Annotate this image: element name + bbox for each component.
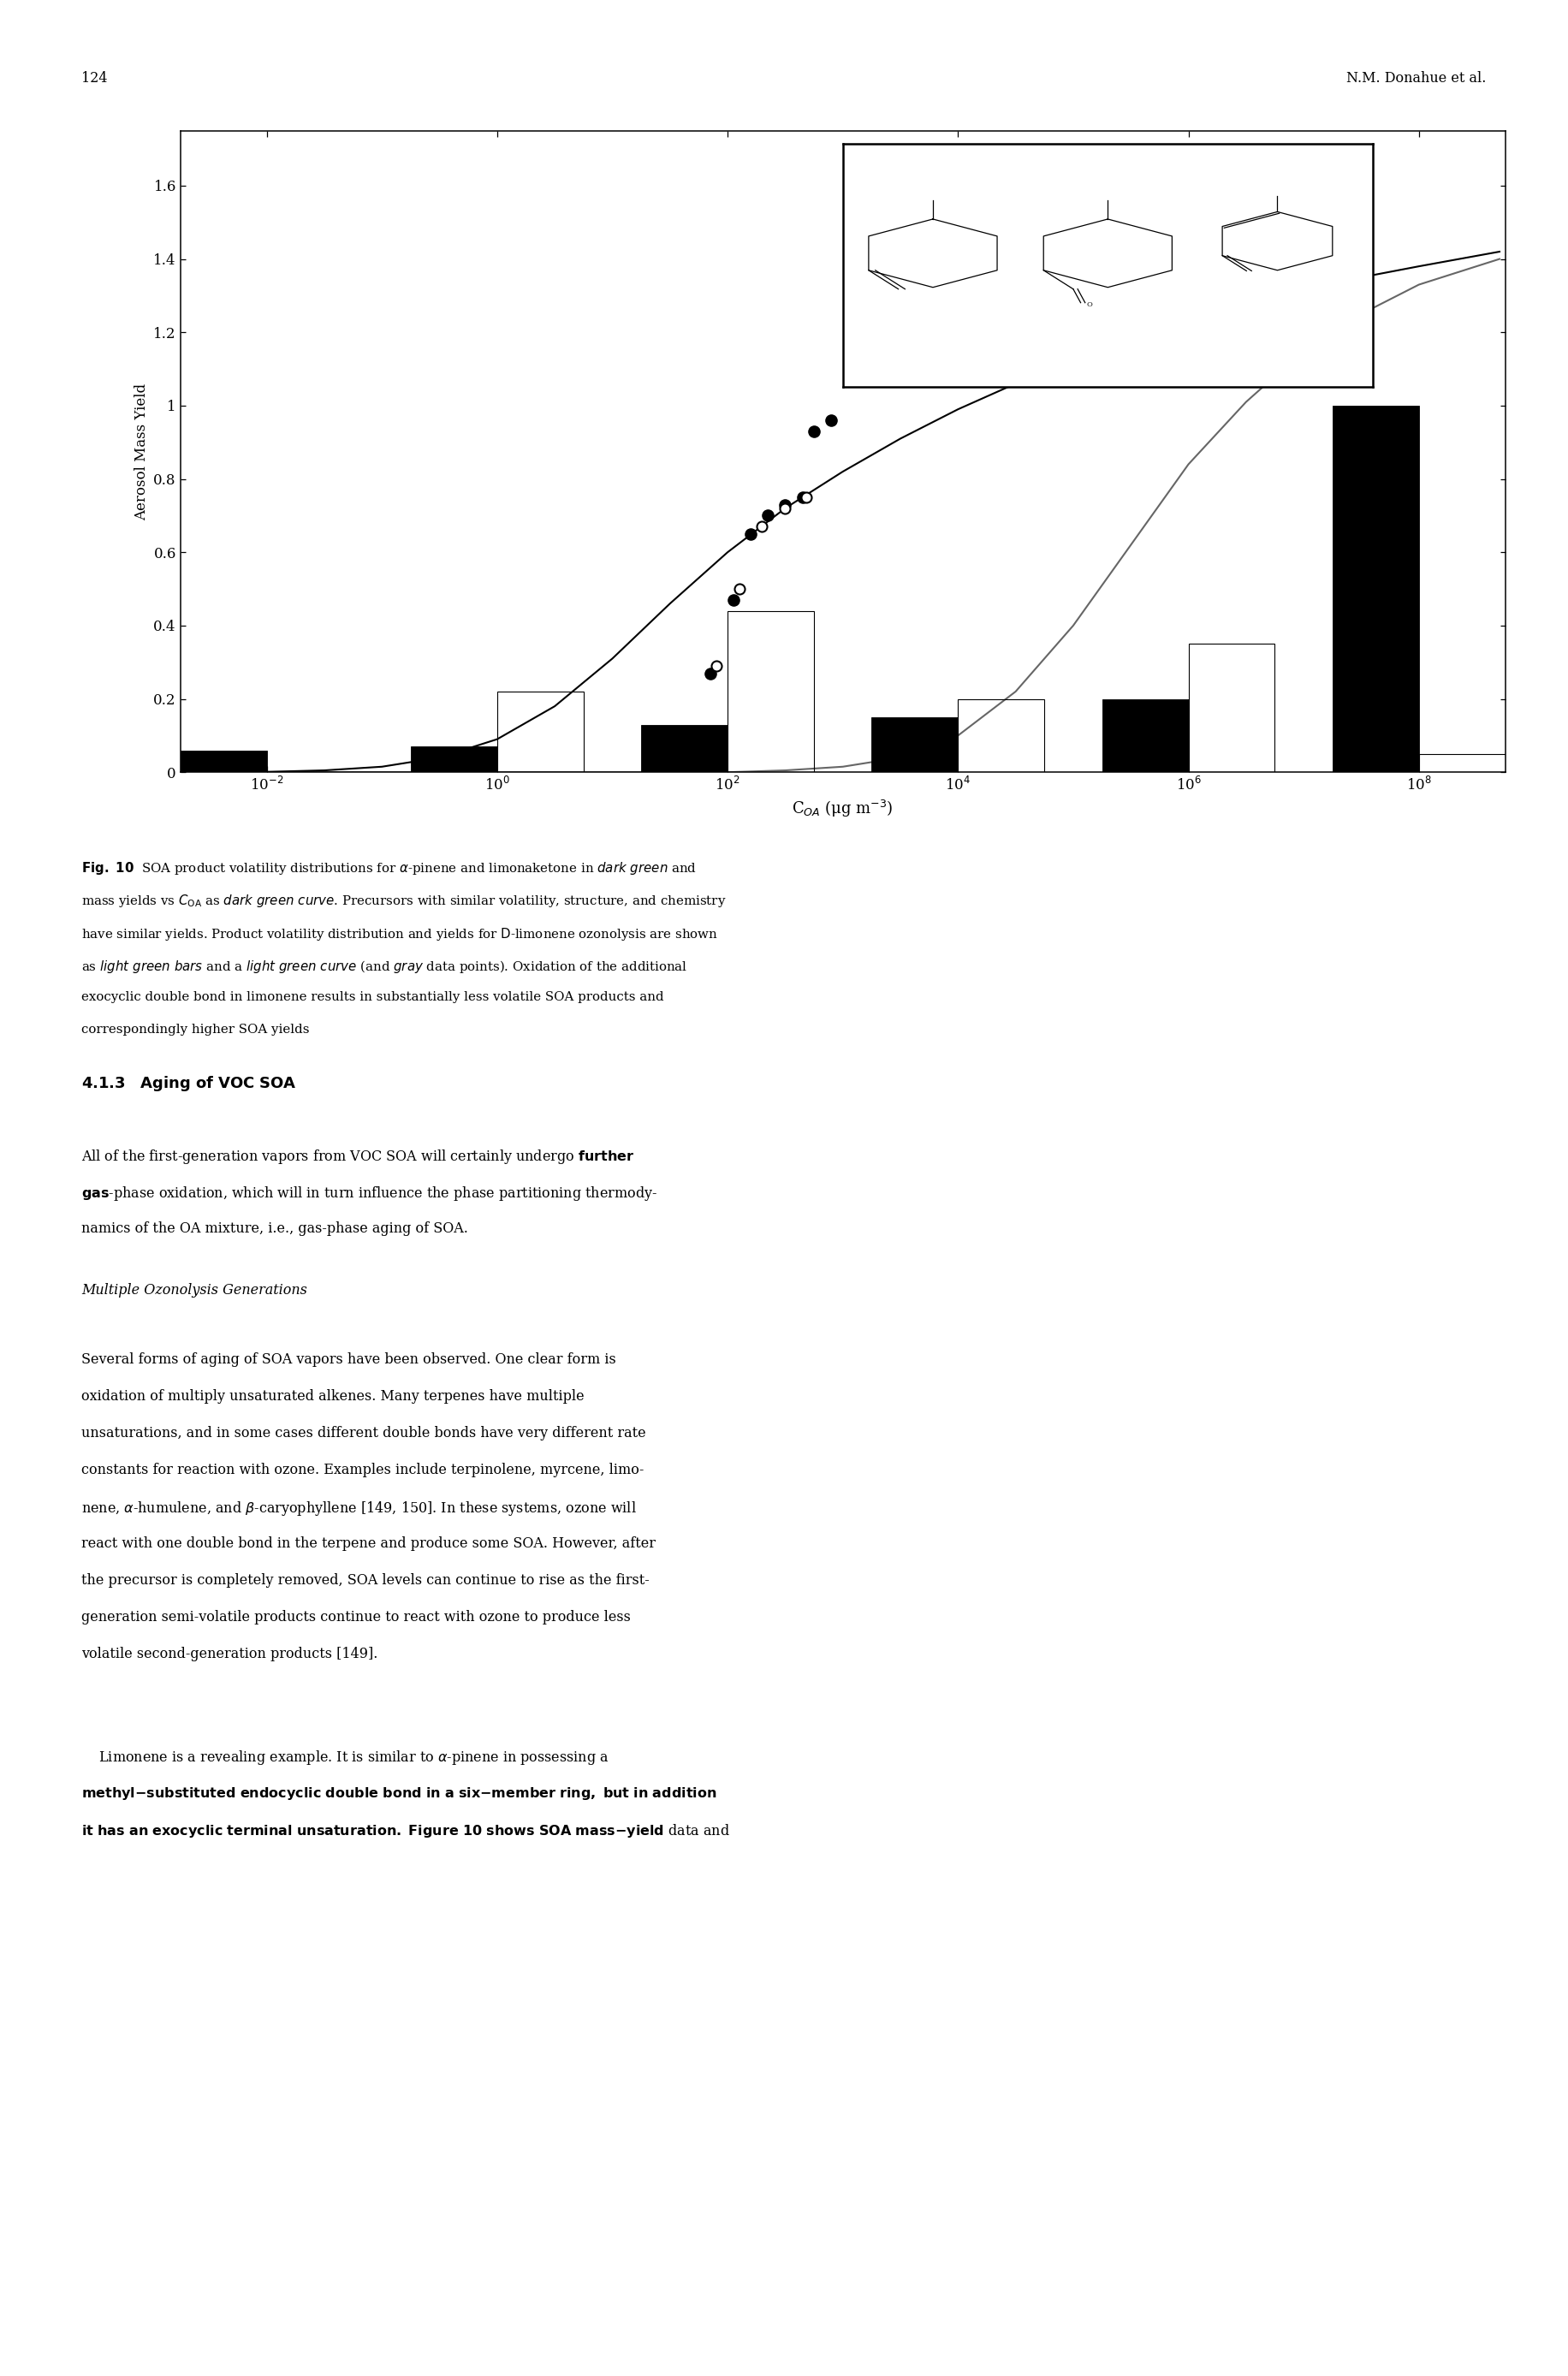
Text: All of the first-generation vapors from VOC SOA will certainly undergo $\bf{furt: All of the first-generation vapors from …: [82, 1148, 635, 1167]
Text: $\bf{Fig.\ 10}$  SOA product volatility distributions for $\alpha$-pinene and li: $\bf{Fig.\ 10}$ SOA product volatility d…: [82, 860, 698, 877]
Bar: [958, 699, 1044, 772]
Bar: [728, 611, 814, 772]
Bar: [641, 725, 728, 772]
Text: $\bf{it\ has\ an\ exocyclic\ terminal\ unsaturation.\ Figure\ 10\ shows\ SOA\ ma: $\bf{it\ has\ an\ exocyclic\ terminal\ u…: [82, 1822, 731, 1839]
Point: [793, 478, 818, 516]
Text: correspondingly higher SOA yields: correspondingly higher SOA yields: [82, 1024, 309, 1036]
Bar: [180, 751, 267, 772]
Text: oxidation of multiply unsaturated alkenes. Many terpenes have multiple: oxidation of multiply unsaturated alkene…: [82, 1388, 585, 1404]
Point: [739, 516, 764, 554]
Bar: [411, 746, 497, 772]
Bar: [1102, 699, 1189, 772]
Bar: [497, 691, 583, 772]
Point: [721, 580, 746, 618]
Point: [773, 485, 798, 523]
Point: [698, 653, 723, 691]
Text: mass yields vs $C_{\rm OA}$ as $\it{dark\ green\ curve}$. Precursors with simila: mass yields vs $C_{\rm OA}$ as $\it{dark…: [82, 893, 726, 910]
X-axis label: C$_{OA}$ (μg m$^{-3}$): C$_{OA}$ (μg m$^{-3}$): [792, 798, 894, 820]
Text: as $\it{light\ green\ bars}$ and a $\it{light\ green\ curve}$ (and $\it{gray}$ d: as $\it{light\ green\ bars}$ and a $\it{…: [82, 958, 688, 974]
Bar: [1189, 644, 1275, 772]
Text: react with one double bond in the terpene and produce some SOA. However, after: react with one double bond in the terpen…: [82, 1537, 655, 1552]
Point: [801, 413, 826, 451]
Text: volatile second-generation products [149].: volatile second-generation products [149…: [82, 1647, 378, 1661]
Text: constants for reaction with ozone. Examples include terpinolene, myrcene, limo-: constants for reaction with ozone. Examp…: [82, 1461, 644, 1478]
Y-axis label: Aerosol Mass Yield: Aerosol Mass Yield: [135, 383, 149, 520]
Point: [704, 646, 729, 684]
Bar: [1419, 753, 1505, 772]
Point: [818, 402, 844, 440]
Text: $\bf{4.1.3\quad Aging\ of\ VOC\ SOA}$: $\bf{4.1.3\quad Aging\ of\ VOC\ SOA}$: [82, 1074, 296, 1093]
Bar: [872, 718, 958, 772]
Text: Limonene is a revealing example. It is similar to $\alpha$-pinene in possessing : Limonene is a revealing example. It is s…: [82, 1749, 610, 1768]
Text: Multiple Ozonolysis Generations: Multiple Ozonolysis Generations: [82, 1283, 307, 1297]
Text: $\bf{methyl}$$\bf{-substituted\ endocyclic\ double\ bond\ in\ a\ six}$$\bf{-memb: $\bf{methyl}$$\bf{-substituted\ endocycl…: [82, 1787, 717, 1801]
Text: have similar yields. Product volatility distribution and yields for $\rm{D}$-lim: have similar yields. Product volatility …: [82, 927, 718, 941]
Text: namics of the OA mixture, i.e., gas-phase aging of SOA.: namics of the OA mixture, i.e., gas-phas…: [82, 1221, 469, 1236]
Point: [726, 570, 751, 608]
Text: N.M. Donahue et al.: N.M. Donahue et al.: [1347, 71, 1486, 86]
Point: [790, 478, 815, 516]
Point: [756, 497, 781, 535]
Text: the precursor is completely removed, SOA levels can continue to rise as the firs: the precursor is completely removed, SOA…: [82, 1573, 649, 1587]
Text: generation semi-volatile products continue to react with ozone to produce less: generation semi-volatile products contin…: [82, 1611, 630, 1625]
Text: Several forms of aging of SOA vapors have been observed. One clear form is: Several forms of aging of SOA vapors hav…: [82, 1352, 616, 1366]
Text: unsaturations, and in some cases different double bonds have very different rate: unsaturations, and in some cases differe…: [82, 1426, 646, 1440]
Point: [750, 508, 775, 546]
Text: $\bf{gas}$-phase oxidation, which will in turn influence the phase partitioning : $\bf{gas}$-phase oxidation, which will i…: [82, 1183, 657, 1202]
Text: 124: 124: [82, 71, 108, 86]
Bar: [1333, 406, 1419, 772]
Point: [773, 489, 798, 527]
Text: exocyclic double bond in limonene results in substantially less volatile SOA pro: exocyclic double bond in limonene result…: [82, 991, 665, 1003]
Text: nene, $\alpha$-humulene, and $\beta$-caryophyllene [149, 150]. In these systems,: nene, $\alpha$-humulene, and $\beta$-car…: [82, 1499, 637, 1518]
